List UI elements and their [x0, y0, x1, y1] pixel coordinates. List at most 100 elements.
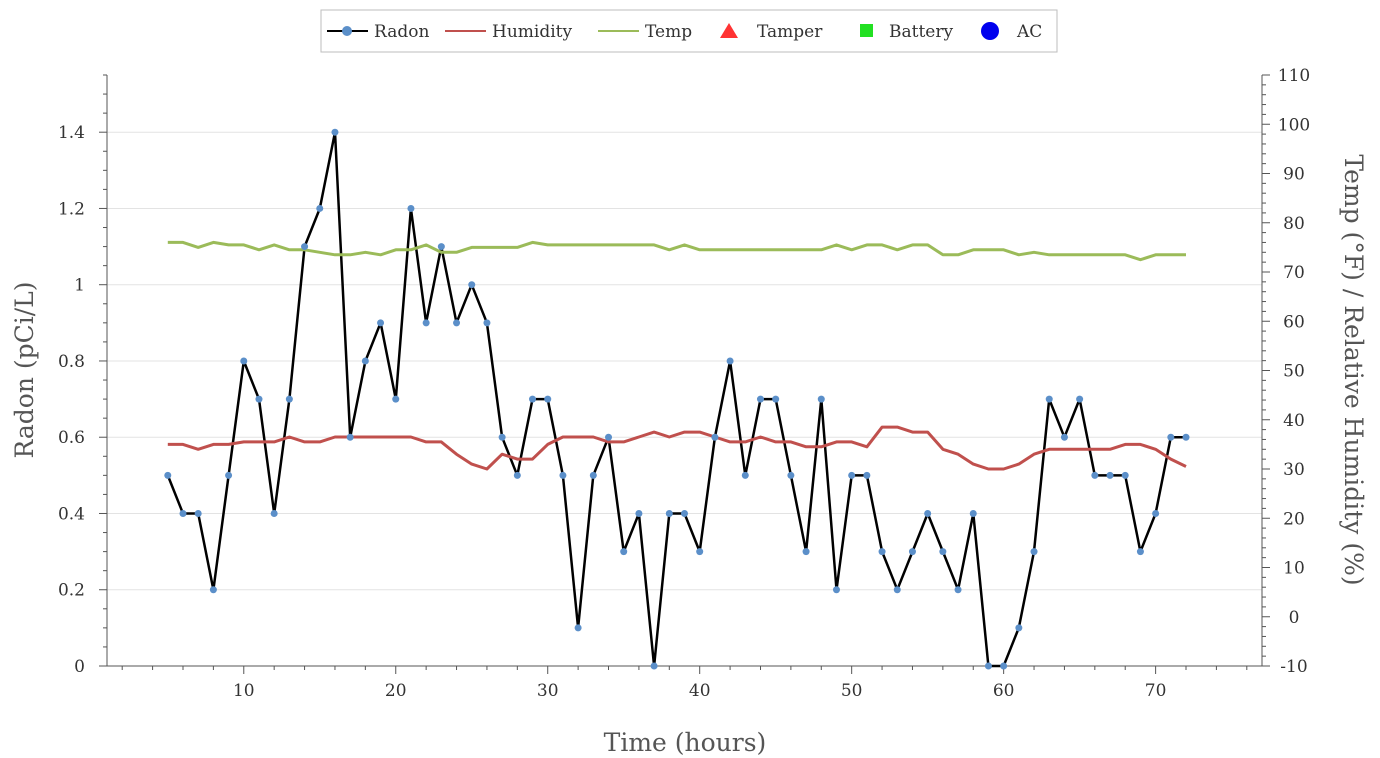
- radon-point[interactable]: [361, 357, 369, 365]
- radon-point[interactable]: [681, 509, 688, 517]
- radon-point[interactable]: [878, 548, 886, 556]
- radon-point[interactable]: [1015, 624, 1023, 632]
- y-right-axis-title: Temp (°F) / Relative Humidity (%): [1339, 154, 1368, 585]
- legend-item-ac[interactable]: AC: [981, 22, 1042, 42]
- radon-point[interactable]: [437, 243, 445, 251]
- x-tick-label: 20: [385, 681, 407, 701]
- radon-point[interactable]: [179, 509, 187, 517]
- radon-point[interactable]: [1152, 509, 1160, 517]
- radon-point[interactable]: [605, 433, 613, 441]
- radon-point[interactable]: [787, 471, 795, 479]
- radon-point[interactable]: [285, 395, 293, 403]
- radon-point[interactable]: [544, 395, 552, 403]
- radon-point[interactable]: [848, 471, 856, 479]
- y-right-tick-label: 50: [1283, 362, 1305, 382]
- radon-point[interactable]: [1182, 433, 1190, 441]
- radon-point[interactable]: [194, 509, 202, 517]
- radon-point[interactable]: [225, 471, 233, 479]
- radon-point[interactable]: [741, 471, 749, 479]
- radon-point[interactable]: [453, 319, 461, 327]
- radon-point[interactable]: [1091, 471, 1099, 479]
- radon-point[interactable]: [1060, 433, 1068, 441]
- radon-point[interactable]: [513, 471, 521, 479]
- radon-point[interactable]: [924, 509, 932, 517]
- radon-point[interactable]: [711, 433, 719, 441]
- radon-point[interactable]: [209, 586, 217, 594]
- radon-point[interactable]: [331, 128, 339, 136]
- legend-item-tamper[interactable]: Tamper: [720, 22, 823, 42]
- radon-point[interactable]: [346, 433, 354, 441]
- radon-point[interactable]: [650, 662, 658, 670]
- radon-point[interactable]: [1045, 395, 1053, 403]
- radon-point[interactable]: [1106, 471, 1114, 479]
- gridlines: [107, 131, 1262, 591]
- legend-label-humidity: Humidity: [492, 22, 572, 42]
- y-right-tick-label: 90: [1283, 165, 1305, 185]
- y-left-tick-label: 0.4: [58, 504, 85, 524]
- y-right-tick-label: 80: [1283, 214, 1305, 234]
- y-left-tick-label: 0.6: [58, 428, 85, 448]
- radon-point[interactable]: [1167, 433, 1175, 441]
- radon-point[interactable]: [969, 509, 977, 517]
- radon-point[interactable]: [301, 243, 309, 251]
- x-tick-label: 10: [233, 681, 255, 701]
- radon-point[interactable]: [620, 548, 628, 556]
- axes: 10 20 30 40 50 60 70 0 0.2 0.4 0.6 0.8 1 1.2 1.4 -10 0 10…: [58, 66, 1310, 701]
- radon-point[interactable]: [832, 586, 840, 594]
- radon-point[interactable]: [559, 471, 567, 479]
- radon-point[interactable]: [498, 433, 506, 441]
- legend-item-temp[interactable]: Temp: [598, 22, 692, 42]
- radon-point[interactable]: [392, 395, 400, 403]
- radon-point[interactable]: [893, 586, 901, 594]
- temp-series-line: [167, 240, 1186, 262]
- radon-point[interactable]: [529, 395, 537, 403]
- radon-point[interactable]: [1000, 662, 1008, 670]
- radon-point[interactable]: [1030, 548, 1038, 556]
- radon-point[interactable]: [665, 509, 673, 517]
- y-left-tick-label: 1.2: [58, 199, 85, 219]
- radon-point[interactable]: [635, 509, 643, 517]
- x-tick-label: 40: [689, 681, 711, 701]
- radon-point[interactable]: [468, 281, 476, 289]
- legend-item-radon[interactable]: Radon: [327, 22, 429, 42]
- y-right-tick-label: 10: [1283, 559, 1305, 579]
- radon-series-line: [166, 130, 1186, 668]
- radon-point[interactable]: [316, 204, 324, 212]
- radon-point[interactable]: [483, 319, 491, 327]
- radon-point[interactable]: [422, 319, 430, 327]
- radon-point[interactable]: [270, 509, 278, 517]
- legend-label-battery: Battery: [889, 22, 953, 42]
- ac-legend-circle: [981, 22, 999, 40]
- radon-point[interactable]: [1136, 548, 1144, 556]
- radon-point[interactable]: [1121, 471, 1129, 479]
- radon-point[interactable]: [240, 357, 248, 365]
- legend-item-battery[interactable]: Battery: [860, 22, 953, 42]
- legend-item-humidity[interactable]: Humidity: [445, 22, 572, 42]
- x-tick-label: 70: [1145, 681, 1167, 701]
- radon-point[interactable]: [255, 395, 263, 403]
- radon-point[interactable]: [863, 471, 871, 479]
- radon-point[interactable]: [954, 586, 962, 594]
- radon-point[interactable]: [164, 471, 172, 479]
- legend-label-tamper: Tamper: [757, 22, 823, 42]
- radon-point[interactable]: [802, 548, 810, 556]
- y-right-tick-label: 70: [1283, 263, 1305, 283]
- radon-point[interactable]: [377, 319, 385, 327]
- y-right-tick-label: 100: [1278, 115, 1310, 135]
- radon-point[interactable]: [726, 357, 734, 365]
- radon-point[interactable]: [772, 395, 780, 403]
- radon-point[interactable]: [589, 471, 597, 479]
- x-axis-title: Time (hours): [604, 728, 767, 757]
- radon-point[interactable]: [407, 204, 415, 212]
- y-right-tick-label: -10: [1280, 657, 1307, 677]
- radon-point[interactable]: [817, 395, 825, 403]
- radon-point[interactable]: [939, 548, 947, 556]
- radon-point[interactable]: [984, 662, 992, 670]
- y-left-tick-label: 0.8: [58, 352, 85, 372]
- radon-point[interactable]: [908, 548, 916, 556]
- radon-point[interactable]: [696, 548, 704, 556]
- radon-point[interactable]: [756, 395, 764, 403]
- radon-point[interactable]: [1076, 395, 1084, 403]
- radon-point[interactable]: [574, 624, 582, 632]
